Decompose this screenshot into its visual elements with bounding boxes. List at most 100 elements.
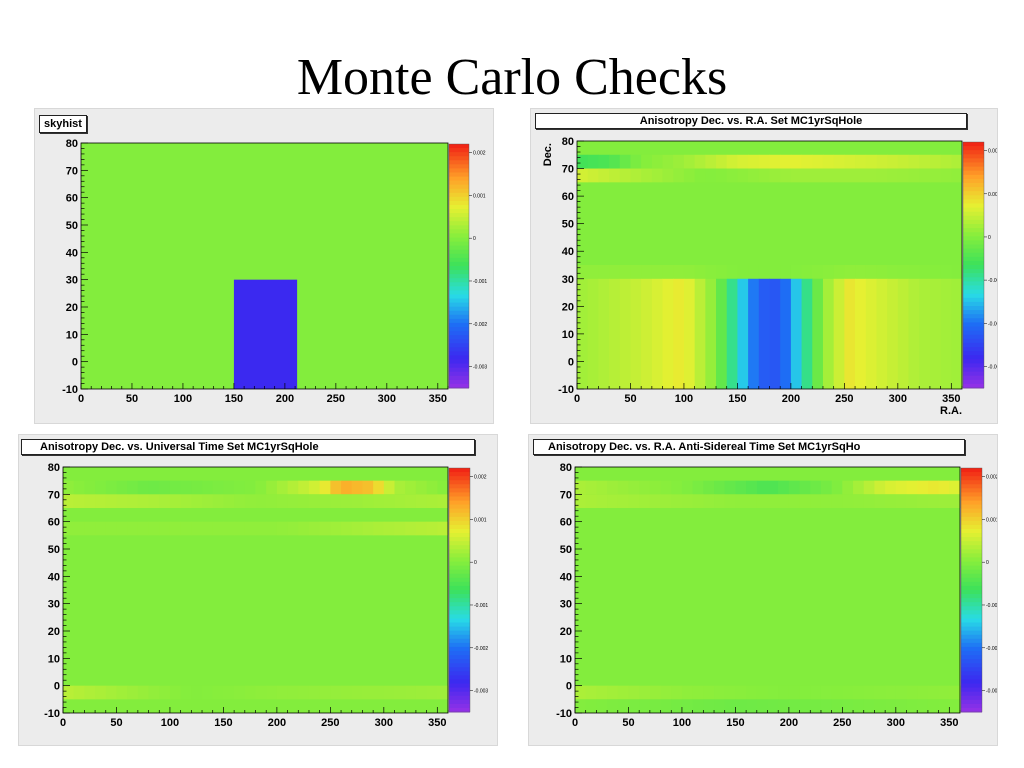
heatmap-cell — [287, 521, 299, 536]
color-scale-bin — [449, 699, 470, 705]
heatmap-cell — [362, 521, 374, 536]
color-scale-bin — [961, 651, 982, 656]
heatmap-cell — [630, 168, 642, 183]
heatmap-cell — [660, 685, 672, 700]
color-scale-bin — [449, 610, 470, 615]
heatmap-cell — [874, 480, 886, 495]
color-scale-bin — [449, 241, 469, 247]
heatmap-cell — [609, 168, 621, 183]
heatmap-cell — [876, 265, 888, 279]
heatmap-cell — [917, 480, 929, 495]
heatmap-cell — [767, 685, 779, 700]
color-scale-bin — [449, 347, 469, 352]
x-tick-label: 300 — [889, 393, 907, 405]
z-tick-label: -0.001 — [473, 279, 487, 285]
color-scale-bin — [961, 569, 982, 575]
color-scale-bin — [449, 184, 469, 190]
heatmap-cell — [874, 685, 886, 700]
heatmap-cell — [724, 494, 736, 508]
heatmap-cell — [191, 480, 203, 495]
color-scale-bin — [449, 500, 470, 506]
heatmap-cell — [287, 480, 299, 495]
heatmap-cell — [596, 480, 608, 495]
heatmap-cell — [255, 480, 267, 495]
heatmap-cell — [308, 521, 321, 536]
color-scale-bin — [449, 598, 470, 603]
x-tick-label: 150 — [214, 717, 232, 729]
color-scale-bin — [963, 326, 984, 332]
heatmap-cell — [748, 154, 760, 169]
heatmap-cell — [855, 265, 867, 279]
color-scale-bin — [449, 667, 470, 672]
color-scale-bin — [961, 707, 982, 713]
color-scale-frame — [960, 467, 983, 713]
color-scale-bin — [449, 524, 470, 530]
heatmap-cell — [737, 168, 749, 183]
color-scale-bin — [449, 594, 470, 599]
y-tick-label: 50 — [560, 544, 572, 556]
heatmap-cell — [748, 278, 760, 389]
heatmap-cell — [671, 685, 683, 700]
heatmap-cell — [383, 494, 395, 508]
color-scale-bin — [963, 277, 984, 282]
x-axis: 0 50 100 150 200 250 300 350 — [60, 707, 449, 729]
heatmap-cell — [266, 521, 278, 536]
heatmap-cell — [790, 278, 802, 389]
z-tick-label: -0.002 — [473, 322, 487, 328]
heatmap-cell — [607, 480, 619, 495]
heatmap-cell — [619, 168, 631, 183]
color-scale-bin — [961, 561, 982, 567]
y-axis: -10 0 10 20 30 40 50 60 70 80 — [556, 462, 582, 720]
heatmap-cell — [758, 278, 770, 389]
heatmap-cell — [887, 154, 899, 169]
heatmap-cell — [437, 521, 449, 536]
heatmap-cell — [940, 154, 952, 169]
heatmap-cell — [649, 480, 661, 495]
heatmap-cell — [191, 494, 203, 508]
heatmap-cell — [628, 685, 640, 700]
color-scale-bin — [963, 211, 984, 217]
color-scale-bin — [961, 553, 982, 558]
color-scale-bin — [963, 170, 984, 176]
heatmap-cell — [876, 278, 888, 389]
y-tick-label: 60 — [562, 191, 574, 203]
heatmap-cell — [788, 685, 800, 700]
heatmap-cell — [833, 168, 845, 183]
heatmap-cell — [426, 494, 438, 508]
y-tick-label: 60 — [560, 517, 572, 529]
heatmap-cell — [116, 521, 128, 536]
heatmap-cell — [619, 278, 631, 389]
heatmap-cell — [748, 168, 760, 183]
heatmap-cell — [703, 685, 715, 700]
heatmap-cell — [609, 265, 621, 279]
heatmap-cell — [405, 521, 417, 536]
y-tick-label: 20 — [562, 301, 574, 313]
heatmap-cell — [683, 168, 696, 183]
heatmap-cell — [799, 494, 811, 508]
heatmap-cell — [756, 494, 768, 508]
color-scale-bin — [961, 496, 982, 502]
heatmap-cell — [844, 278, 856, 389]
color-scale: 0.002 0.001 0 -0.001 -0.002 -0.003 — [448, 143, 487, 389]
heatmap-cell — [319, 480, 331, 495]
heatmap-cell — [820, 685, 833, 700]
heatmap-cell — [169, 494, 182, 508]
color-scale-bin — [449, 630, 470, 636]
heatmap-cell — [897, 265, 909, 279]
heatmap-cell — [585, 685, 597, 700]
color-scale-bin — [449, 355, 469, 361]
heatmap-cell — [917, 494, 929, 508]
x-tick-label: 250 — [327, 393, 345, 405]
heatmap-cell — [908, 278, 920, 389]
heatmap-cell — [822, 168, 835, 183]
heatmap-cell — [159, 521, 171, 536]
color-scale-bin — [963, 203, 984, 209]
heatmap-cell — [598, 154, 610, 169]
x-tick-label: 150 — [728, 393, 746, 405]
color-scale-bin — [963, 334, 984, 340]
heatmap-cell — [137, 521, 149, 536]
x-tick-label: 200 — [782, 393, 800, 405]
color-scale-bin — [961, 541, 982, 546]
heatmap-cell — [276, 521, 288, 536]
heatmap-cell — [756, 480, 768, 495]
